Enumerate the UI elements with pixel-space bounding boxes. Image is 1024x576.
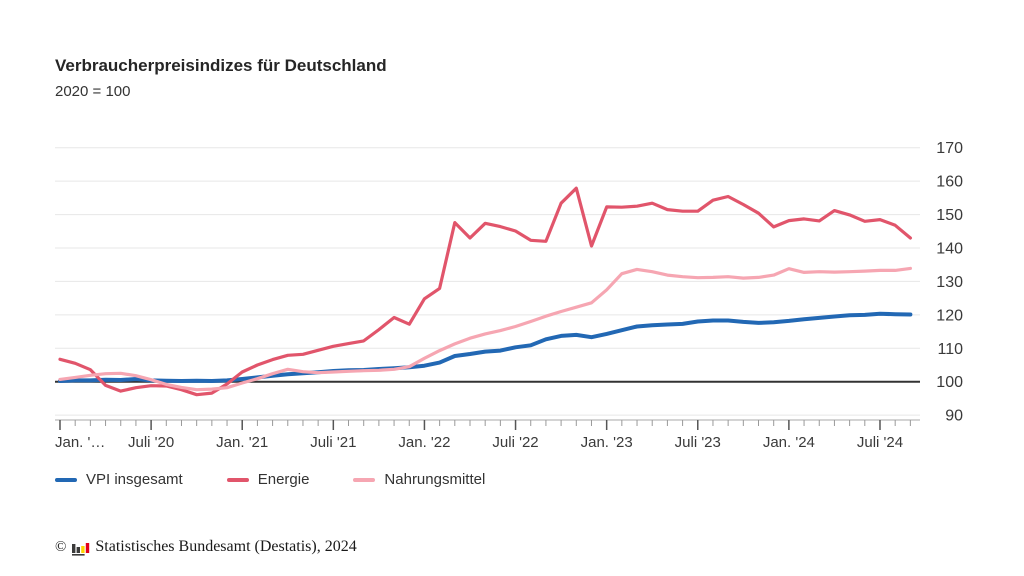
chart-subtitle: 2020 = 100 bbox=[55, 83, 131, 100]
chart-canvas[interactable]: Jan. '… Juli '20 Jan. '21 Juli '21 Jan. '22 J… bbox=[0, 0, 1024, 460]
y-axis-label: 100 bbox=[936, 374, 963, 391]
legend-label: Energie bbox=[257, 471, 310, 488]
copyright-symbol: © bbox=[55, 538, 67, 555]
y-axis-label: 130 bbox=[936, 274, 963, 291]
x-axis-label: Juli '21 bbox=[310, 434, 356, 451]
x-axis-label: Jan. '… bbox=[55, 434, 105, 451]
x-axis-label: Jan. '24 bbox=[763, 434, 815, 451]
legend-label: Nahrungsmittel bbox=[384, 471, 486, 488]
legend-item-nahrungsmittel[interactable]: Nahrungsmittel bbox=[353, 471, 485, 488]
x-axis-label: Juli '23 bbox=[675, 434, 721, 451]
legend-label: VPI insgesamt bbox=[86, 471, 183, 488]
logo-bar bbox=[81, 545, 86, 553]
destatis-logo-icon bbox=[72, 542, 90, 556]
legend: VPI insgesamt Energie Nahrungsmittel bbox=[55, 471, 485, 488]
logo-bar bbox=[86, 542, 90, 553]
y-axis-label: 110 bbox=[937, 341, 963, 358]
legend-swatch-icon bbox=[55, 477, 77, 482]
x-axis-label: Jan. '22 bbox=[398, 434, 450, 451]
x-axis-label: Jan. '23 bbox=[581, 434, 633, 451]
source-note: © Statistisches Bundesamt (Destatis), 20… bbox=[55, 538, 357, 556]
legend-swatch-icon bbox=[353, 477, 376, 482]
y-axis-label: 160 bbox=[936, 174, 963, 191]
legend-item-energie[interactable]: Energie bbox=[226, 471, 310, 488]
x-axis-label: Juli '24 bbox=[857, 434, 903, 451]
legend-swatch-icon bbox=[226, 477, 249, 482]
logo-bar bbox=[72, 543, 76, 553]
y-axis-label: 170 bbox=[936, 140, 963, 157]
legend-item-vpi-insgesamt[interactable]: VPI insgesamt bbox=[55, 471, 183, 488]
series-line-energie bbox=[58, 186, 913, 397]
series-line-vpi-insgesamt bbox=[58, 311, 913, 383]
series-line-nahrungsmittel bbox=[58, 266, 913, 392]
y-axis-label: 140 bbox=[936, 241, 963, 258]
y-axis-label: 90 bbox=[945, 408, 963, 425]
page-title: Verbraucherpreisindizes für Deutschland bbox=[55, 56, 387, 75]
y-axis-label: 150 bbox=[936, 207, 963, 224]
x-axis-label: Jan. '21 bbox=[216, 434, 268, 451]
x-axis-label: Juli '22 bbox=[492, 434, 538, 451]
source-text: Statistisches Bundesamt (Destatis), 2024 bbox=[95, 538, 357, 555]
x-axis-label: Juli '20 bbox=[128, 434, 174, 451]
logo-baseline bbox=[72, 553, 86, 556]
logo-bar bbox=[77, 546, 81, 553]
y-axis-label: 120 bbox=[936, 307, 963, 324]
